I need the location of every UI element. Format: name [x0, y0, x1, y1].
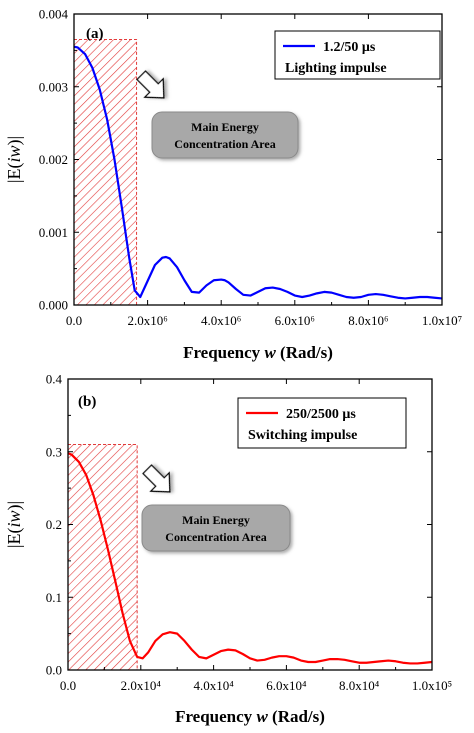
x-tick-label: 8.0x10⁶ — [348, 313, 388, 328]
panel-label: (a) — [86, 26, 104, 42]
energy-concentration-region — [73, 38, 138, 306]
legend-series-subtitle: Lighting impulse — [285, 61, 387, 76]
y-axis-title-part: iw — [4, 146, 24, 163]
energy-callout: Main Energy Concentration Area — [141, 504, 291, 552]
y-tick-label: 0.000 — [39, 298, 68, 313]
y-tick-label: 0.3 — [46, 444, 62, 459]
chart-panel-b: 0.0 2.0x10⁴ 4.0x10⁴ 6.0x10⁴ 8.0x10⁴ 1.0x10⁵ 0.… — [4, 372, 452, 727]
x-tick-label: 4.0x10⁶ — [201, 313, 241, 328]
x-axis-title: Frequency w (Rad/s) — [183, 343, 333, 362]
legend-series-name: 250/2500 μs — [286, 407, 356, 422]
callout-text-line: Concentration Area — [165, 530, 266, 544]
x-tick-label: 6.0x10⁶ — [275, 313, 315, 328]
panel-label: (b) — [78, 394, 96, 410]
callout-text-line: Main Energy — [182, 513, 250, 527]
arrow-shape — [136, 70, 165, 99]
arrow-shape — [142, 464, 171, 493]
legend-series-name: 1.2/50 μs — [323, 40, 376, 55]
y-tick-label: 0.2 — [46, 517, 62, 532]
y-axis-title-part: )| — [4, 501, 25, 511]
arrow-down-right-icon — [136, 70, 165, 99]
y-axis-title: |E(iw)| — [4, 136, 25, 183]
x-axis-title-part: w — [256, 707, 268, 726]
x-tick-label: 1.0x10⁷ — [422, 313, 462, 328]
x-axis-title: Frequency w (Rad/s) — [175, 707, 325, 726]
y-tick-label: 0.002 — [39, 152, 68, 167]
x-tick-label: 6.0x10⁴ — [266, 678, 307, 693]
legend: 1.2/50 μs Lighting impulse — [274, 30, 441, 80]
y-axis-title-part: |E( — [4, 528, 25, 549]
x-tick-label: 8.0x10⁴ — [339, 678, 380, 693]
y-axis-title-part: |E( — [4, 163, 25, 184]
x-axis-title-part: w — [264, 343, 276, 362]
x-axis-title-part: (Rad/s) — [276, 343, 333, 362]
y-axis-title-part: )| — [4, 136, 25, 146]
callout-bubble — [151, 111, 299, 159]
x-tick-label: 2.0x10⁴ — [121, 678, 162, 693]
callout-text-line: Concentration Area — [174, 137, 275, 151]
y-tick-label: 0.003 — [39, 79, 68, 94]
energy-callout: Main Energy Concentration Area — [151, 111, 299, 159]
x-axis-title-part: Frequency — [183, 343, 264, 362]
series-line-0 — [73, 45, 443, 300]
x-tick-label: 4.0x10⁴ — [193, 678, 234, 693]
legend-box — [274, 30, 441, 80]
y-tick-label: 0.1 — [46, 590, 62, 605]
series-line-0 — [67, 452, 433, 665]
x-axis-title-part: Frequency — [175, 707, 256, 726]
y-tick-label: 0.0 — [46, 663, 62, 678]
x-axis-title-part: (Rad/s) — [268, 707, 325, 726]
x-tick-label: 0.0 — [60, 678, 76, 693]
y-axis-title: |E(iw)| — [4, 501, 25, 548]
x-tick-label: 2.0x10⁶ — [127, 313, 167, 328]
y-tick-label: 0.001 — [39, 225, 68, 240]
energy-concentration-region — [67, 443, 138, 671]
y-tick-label: 0.4 — [46, 372, 63, 387]
callout-bubble — [141, 504, 291, 552]
y-tick-label: 0.004 — [39, 7, 69, 22]
x-tick-label: 0.0 — [66, 313, 82, 328]
x-tick-label: 1.0x10⁵ — [412, 678, 452, 693]
y-axis-title-part: iw — [4, 511, 24, 528]
chart-panel-a: 0.0 2.0x10⁶ 4.0x10⁶ 6.0x10⁶ 8.0x10⁶ 1.0x10⁷ 0.… — [4, 7, 462, 363]
callout-text-line: Main Energy — [191, 120, 259, 134]
legend-series-subtitle: Switching impulse — [248, 428, 357, 443]
legend: 250/2500 μs Switching impulse — [237, 397, 407, 449]
legend-box — [237, 397, 407, 449]
arrow-down-right-icon — [142, 464, 171, 493]
